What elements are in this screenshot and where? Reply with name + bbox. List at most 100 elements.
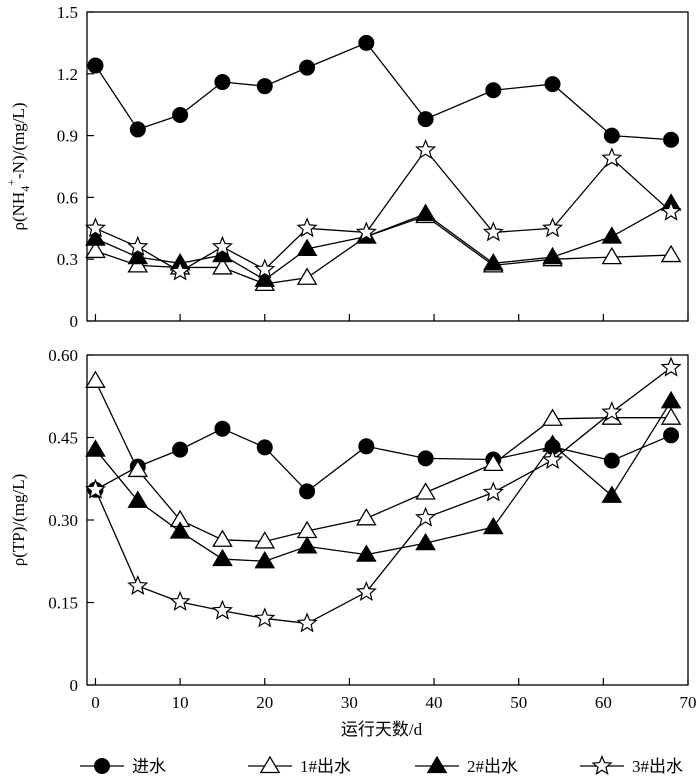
data-point bbox=[601, 246, 623, 265]
series-0 bbox=[87, 34, 680, 148]
series-line bbox=[94, 367, 672, 625]
data-point bbox=[603, 452, 620, 469]
data-point bbox=[127, 490, 149, 508]
data-point bbox=[296, 238, 318, 257]
data-point bbox=[544, 76, 561, 93]
data-point bbox=[169, 521, 191, 539]
series-2 bbox=[85, 390, 682, 569]
data-point bbox=[660, 390, 682, 409]
data-point bbox=[256, 78, 273, 95]
data-point bbox=[85, 439, 106, 457]
data-point bbox=[212, 529, 233, 547]
y-tick-label: 0.6 bbox=[57, 188, 78, 207]
data-point bbox=[84, 217, 107, 238]
series-1 bbox=[85, 370, 682, 549]
data-point bbox=[482, 516, 504, 535]
data-point bbox=[212, 548, 233, 567]
data-point bbox=[542, 408, 563, 426]
data-point bbox=[129, 121, 146, 138]
data-point bbox=[482, 221, 504, 242]
data-point bbox=[415, 532, 436, 551]
data-point bbox=[299, 59, 316, 76]
legend-marker bbox=[94, 758, 110, 774]
data-point bbox=[254, 258, 276, 279]
legend-label: 2#出水 bbox=[467, 757, 518, 776]
data-point bbox=[256, 439, 273, 456]
y-tick-label: 1.5 bbox=[57, 3, 78, 22]
y-tick-label: 0.60 bbox=[48, 346, 78, 365]
y-tick-label: 0 bbox=[70, 676, 79, 695]
data-point bbox=[417, 111, 434, 128]
y-tick-label: 0.45 bbox=[48, 429, 78, 448]
data-point bbox=[127, 235, 149, 256]
data-point bbox=[214, 420, 231, 437]
legend-marker bbox=[591, 754, 613, 775]
data-point bbox=[85, 240, 106, 259]
y-axis-title: ρ(NH4+-N)/(mg/L) bbox=[4, 103, 32, 231]
data-point bbox=[127, 246, 149, 265]
x-tick-label: 50 bbox=[510, 693, 527, 712]
legend-label: 1#出水 bbox=[300, 757, 351, 776]
data-point bbox=[482, 481, 504, 502]
data-point bbox=[542, 246, 563, 265]
nh4-panel: 0 0.3 0.6 0.9 1.2 1.5 ρ(NH4+-N)/(mg/L) bbox=[4, 3, 689, 331]
data-point bbox=[663, 427, 680, 444]
data-point bbox=[482, 453, 504, 472]
data-point bbox=[601, 147, 623, 168]
x-axis-title: 运行天数/d bbox=[341, 720, 423, 739]
y-tick-label: 0.9 bbox=[57, 127, 78, 146]
data-point bbox=[358, 438, 375, 455]
legend-item: 3#出水 bbox=[580, 754, 683, 776]
series-3 bbox=[84, 138, 682, 281]
series-3 bbox=[84, 356, 682, 633]
x-tick-label: 60 bbox=[595, 693, 612, 712]
data-point bbox=[355, 221, 377, 242]
plot-frame bbox=[86, 11, 689, 322]
data-point bbox=[415, 203, 436, 222]
data-point bbox=[87, 57, 104, 74]
legend-item: 进水 bbox=[80, 757, 166, 776]
data-point bbox=[601, 485, 623, 503]
y-tick-label: 0.3 bbox=[57, 250, 78, 269]
data-point bbox=[214, 74, 231, 91]
x-tick-label: 70 bbox=[680, 693, 697, 712]
y-tick-label: 1.2 bbox=[57, 65, 78, 84]
data-point bbox=[355, 580, 377, 602]
data-point bbox=[356, 508, 377, 526]
data-point bbox=[356, 544, 377, 562]
data-point bbox=[358, 34, 375, 51]
data-point bbox=[169, 260, 191, 281]
legend-item: 2#出水 bbox=[415, 755, 518, 776]
data-point bbox=[254, 531, 276, 549]
data-point bbox=[415, 506, 437, 527]
data-point bbox=[415, 138, 437, 160]
data-point bbox=[254, 550, 276, 569]
data-point bbox=[601, 226, 623, 244]
data-point bbox=[254, 269, 276, 287]
y-axis-title: ρ(TP)/(mg/L) bbox=[9, 474, 28, 567]
x-tick-label: 30 bbox=[341, 693, 358, 712]
series-line bbox=[94, 42, 672, 141]
data-point bbox=[660, 407, 682, 425]
data-point bbox=[542, 448, 564, 470]
data-point bbox=[254, 607, 276, 628]
data-point bbox=[127, 459, 149, 478]
data-point bbox=[296, 536, 318, 554]
data-point bbox=[296, 217, 318, 238]
series-0 bbox=[87, 420, 680, 500]
series-line bbox=[95, 148, 672, 273]
data-point bbox=[296, 612, 318, 633]
legend: 进水 1#出水 2#出水 3#出水 bbox=[80, 754, 683, 776]
legend-label: 进水 bbox=[132, 757, 166, 776]
data-point bbox=[660, 200, 682, 221]
tp-panel: 0 0.15 0.30 0.45 0.60 0 10 20 30 40 50 60 70 ρ(TP)/(m… bbox=[9, 346, 697, 739]
y-tick-label: 0.30 bbox=[48, 511, 78, 530]
series-line bbox=[94, 400, 672, 562]
x-tick-label: 10 bbox=[172, 693, 189, 712]
data-point bbox=[415, 482, 436, 500]
data-point bbox=[485, 82, 502, 99]
data-point bbox=[663, 131, 680, 148]
legend-label: 3#出水 bbox=[632, 757, 683, 776]
x-tick-label: 40 bbox=[426, 693, 443, 712]
